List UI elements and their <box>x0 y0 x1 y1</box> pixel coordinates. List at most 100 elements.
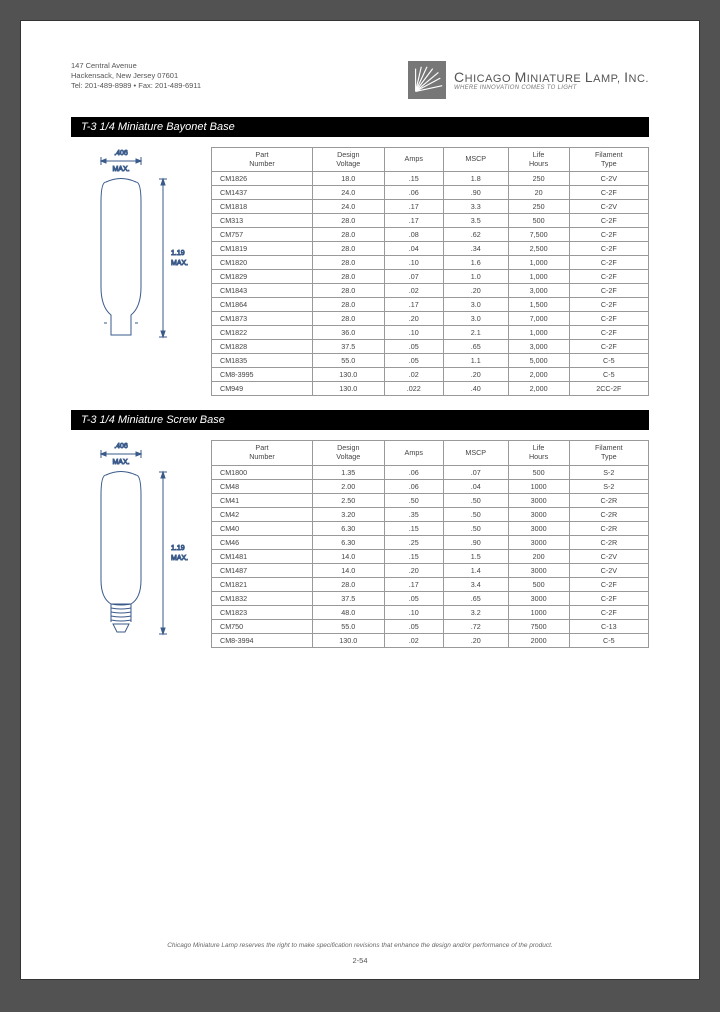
table-cell: 55.0 <box>313 619 385 633</box>
table-cell: .50 <box>384 493 443 507</box>
table-cell: C-2F <box>569 591 648 605</box>
table-cell: 1.35 <box>313 465 385 479</box>
page-number: 2-54 <box>21 956 699 965</box>
table-cell: 14.0 <box>313 563 385 577</box>
table-cell: C-2F <box>569 577 648 591</box>
table-cell: CM1873 <box>212 312 313 326</box>
table-row: CM466.30.25.903000C-2R <box>212 535 649 549</box>
table-cell: 1,500 <box>508 298 569 312</box>
col-header: Amps <box>384 148 443 172</box>
table-cell: CM757 <box>212 228 313 242</box>
table-cell: C-2F <box>569 242 648 256</box>
table-cell: 28.0 <box>313 577 385 591</box>
table-row: CM949130.0.022.402,0002CC-2F <box>212 382 649 396</box>
table-cell: C-2F <box>569 605 648 619</box>
spec-table-bayonet: PartNumber DesignVoltage Amps MSCP LifeH… <box>211 147 649 396</box>
table-body: CM18001.35.06.07500S-2CM482.00.06.041000… <box>212 465 649 647</box>
table-cell: CM8-3995 <box>212 368 313 382</box>
table-cell: S-2 <box>569 465 648 479</box>
table-cell: .05 <box>384 354 443 368</box>
table-row: CM181928.0.04.342,500C-2F <box>212 242 649 256</box>
table-cell: .17 <box>384 298 443 312</box>
table-row: CM423.20.35.503000C-2R <box>212 507 649 521</box>
table-cell: 3000 <box>508 521 569 535</box>
svg-text:.406: .406 <box>114 150 128 157</box>
table-cell: CM1826 <box>212 172 313 186</box>
table-cell: C-13 <box>569 619 648 633</box>
table-cell: 2000 <box>508 633 569 647</box>
col-header: DesignVoltage <box>313 148 385 172</box>
table-head: PartNumber DesignVoltage Amps MSCP LifeH… <box>212 441 649 465</box>
table-cell: .90 <box>443 535 508 549</box>
table-row: CM8-3995130.0.02.202,000C-5 <box>212 368 649 382</box>
table-cell: 1,000 <box>508 256 569 270</box>
table-cell: 2.50 <box>313 493 385 507</box>
table-cell: CM8-3994 <box>212 633 313 647</box>
table-cell: .08 <box>384 228 443 242</box>
company-logo <box>408 61 446 99</box>
col-header: LifeHours <box>508 148 569 172</box>
table-cell: C-5 <box>569 368 648 382</box>
table-cell: C-2F <box>569 340 648 354</box>
table-cell: .06 <box>384 479 443 493</box>
table-cell: 3.0 <box>443 312 508 326</box>
table-cell: 7500 <box>508 619 569 633</box>
table-cell: C-2R <box>569 521 648 535</box>
table-cell: .25 <box>384 535 443 549</box>
table-cell: 5,000 <box>508 354 569 368</box>
table-cell: 500 <box>508 465 569 479</box>
table-cell: .65 <box>443 340 508 354</box>
col-header: FilamentType <box>569 441 648 465</box>
table-cell: C-5 <box>569 633 648 647</box>
table-cell: C-2F <box>569 312 648 326</box>
table-cell: .20 <box>384 312 443 326</box>
table-cell: 200 <box>508 549 569 563</box>
table-cell: .15 <box>384 521 443 535</box>
table-cell: C-2F <box>569 186 648 200</box>
table-cell: 2,500 <box>508 242 569 256</box>
table-cell: 28.0 <box>313 242 385 256</box>
table-cell: CM1843 <box>212 284 313 298</box>
table-row: CM31328.0.173.5500C-2F <box>212 214 649 228</box>
table-cell: 3.2 <box>443 605 508 619</box>
bulb-diagram-bayonet: .406 MAX. 1.19 MAX. <box>71 147 191 369</box>
col-header: PartNumber <box>212 148 313 172</box>
table-row: CM187328.0.203.07,000C-2F <box>212 312 649 326</box>
table-cell: CM1481 <box>212 549 313 563</box>
table-cell: .05 <box>384 591 443 605</box>
table-cell: 3.3 <box>443 200 508 214</box>
table-cell: 36.0 <box>313 326 385 340</box>
table-cell: 7,500 <box>508 228 569 242</box>
table-row: CM184328.0.02.203,000C-2F <box>212 284 649 298</box>
table-cell: CM1819 <box>212 242 313 256</box>
address-line: Tel: 201-489-8989 • Fax: 201-489-6911 <box>71 81 201 91</box>
footer-disclaimer: Chicago Miniature Lamp reserves the righ… <box>21 942 699 949</box>
col-header: FilamentType <box>569 148 648 172</box>
table-row: CM186428.0.173.01,500C-2F <box>212 298 649 312</box>
table-cell: .15 <box>384 172 443 186</box>
col-header: MSCP <box>443 441 508 465</box>
table-cell: 130.0 <box>313 368 385 382</box>
table-cell: C-2V <box>569 200 648 214</box>
table-row: CM412.50.50.503000C-2R <box>212 493 649 507</box>
table-cell: C-2F <box>569 256 648 270</box>
page: 147 Central Avenue Hackensack, New Jerse… <box>20 20 700 980</box>
table-cell: 7,000 <box>508 312 569 326</box>
table-cell: 28.0 <box>313 298 385 312</box>
table-cell: CM313 <box>212 214 313 228</box>
table-cell: .65 <box>443 591 508 605</box>
table-cell: 37.5 <box>313 591 385 605</box>
table-cell: 3000 <box>508 535 569 549</box>
table-cell: .40 <box>443 382 508 396</box>
table-cell: .35 <box>384 507 443 521</box>
table-cell: .02 <box>384 284 443 298</box>
svg-text:1.19: 1.19 <box>171 545 185 552</box>
table-cell: .02 <box>384 633 443 647</box>
table-cell: .06 <box>384 186 443 200</box>
table-cell: .07 <box>443 465 508 479</box>
table-cell: .20 <box>443 633 508 647</box>
table-cell: C-2V <box>569 172 648 186</box>
table-cell: 28.0 <box>313 270 385 284</box>
col-header: PartNumber <box>212 441 313 465</box>
table-cell: 3000 <box>508 591 569 605</box>
